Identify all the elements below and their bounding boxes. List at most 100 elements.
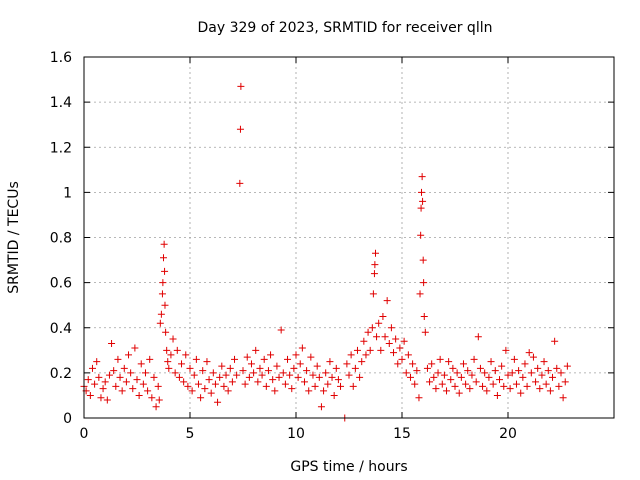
data-point: [330, 391, 338, 399]
data-point: [474, 333, 482, 341]
data-point: [228, 378, 236, 386]
data-point: [294, 373, 302, 381]
data-point: [421, 328, 429, 336]
data-point: [303, 367, 311, 375]
data-point: [252, 346, 260, 354]
data-point: [139, 380, 147, 388]
data-point: [377, 346, 385, 354]
data-point: [457, 373, 465, 381]
data-point: [559, 394, 567, 402]
data-point: [510, 355, 518, 363]
data-point: [324, 380, 332, 388]
data-point: [383, 297, 391, 305]
data-point: [455, 389, 463, 397]
data-point: [320, 387, 328, 395]
data-point: [207, 389, 215, 397]
data-point: [216, 373, 224, 381]
y-tick-label: 1.2: [50, 140, 72, 156]
data-point: [222, 371, 230, 379]
data-point: [103, 396, 111, 404]
data-point: [141, 369, 149, 377]
data-point: [131, 344, 139, 352]
data-point: [362, 351, 370, 359]
data-point: [356, 373, 364, 381]
data-point: [561, 378, 569, 386]
data-point: [158, 290, 166, 298]
data-point: [262, 382, 270, 390]
data-point: [502, 346, 510, 354]
data-point: [364, 328, 372, 336]
data-point: [218, 362, 226, 370]
data-point: [419, 197, 427, 205]
data-point: [432, 385, 440, 393]
data-point: [279, 369, 287, 377]
data-point: [398, 355, 406, 363]
data-point: [245, 373, 253, 381]
x-tick-label: 10: [287, 426, 305, 442]
data-point: [99, 385, 107, 393]
data-point: [129, 385, 137, 393]
data-point: [88, 364, 96, 372]
data-point: [135, 391, 143, 399]
data-point: [178, 360, 186, 368]
data-point: [144, 387, 152, 395]
data-point: [199, 367, 207, 375]
data-point: [277, 326, 285, 334]
data-point: [418, 173, 426, 181]
data-point: [148, 394, 156, 402]
data-point: [413, 367, 421, 375]
data-point: [371, 261, 379, 269]
data-point: [470, 355, 478, 363]
data-point: [440, 371, 448, 379]
data-point: [152, 403, 160, 411]
data-point: [214, 398, 222, 406]
data-point: [491, 367, 499, 375]
data-point: [309, 371, 317, 379]
data-point: [273, 362, 281, 370]
data-point: [292, 351, 300, 359]
data-point: [347, 351, 355, 359]
data-point: [546, 387, 554, 395]
data-point: [485, 373, 493, 381]
data-point: [186, 364, 194, 372]
data-point: [159, 279, 167, 287]
data-point: [366, 346, 374, 354]
data-point: [133, 376, 141, 384]
data-point: [523, 382, 531, 390]
data-point: [404, 351, 412, 359]
data-point: [466, 385, 474, 393]
data-point: [243, 353, 251, 361]
data-point: [137, 360, 145, 368]
data-point: [443, 387, 451, 395]
data-point: [146, 355, 154, 363]
data-point: [155, 396, 163, 404]
y-tick-label: 1.6: [50, 50, 72, 66]
x-tick-label: 0: [80, 426, 89, 442]
data-point: [209, 369, 217, 377]
data-point: [281, 380, 289, 388]
data-point: [300, 378, 308, 386]
data-point: [372, 249, 379, 257]
y-tick-label: 1: [63, 185, 72, 201]
data-point: [379, 312, 387, 320]
data-point: [116, 373, 124, 381]
data-point: [472, 378, 480, 386]
data-point: [400, 337, 408, 345]
data-point: [418, 188, 426, 196]
data-point: [551, 337, 559, 345]
data-point: [360, 337, 368, 345]
data-point: [529, 353, 537, 361]
data-point: [239, 367, 247, 375]
data-point: [540, 358, 548, 366]
data-point: [296, 360, 304, 368]
data-point: [417, 204, 425, 212]
data-point: [112, 382, 120, 390]
data-point: [420, 279, 428, 287]
data-point: [250, 369, 258, 377]
y-tick-label: 0.8: [50, 231, 72, 247]
data-point: [345, 371, 353, 379]
data-point: [508, 369, 516, 377]
data-point: [236, 179, 244, 187]
data-point: [203, 358, 211, 366]
data-point: [544, 367, 552, 375]
